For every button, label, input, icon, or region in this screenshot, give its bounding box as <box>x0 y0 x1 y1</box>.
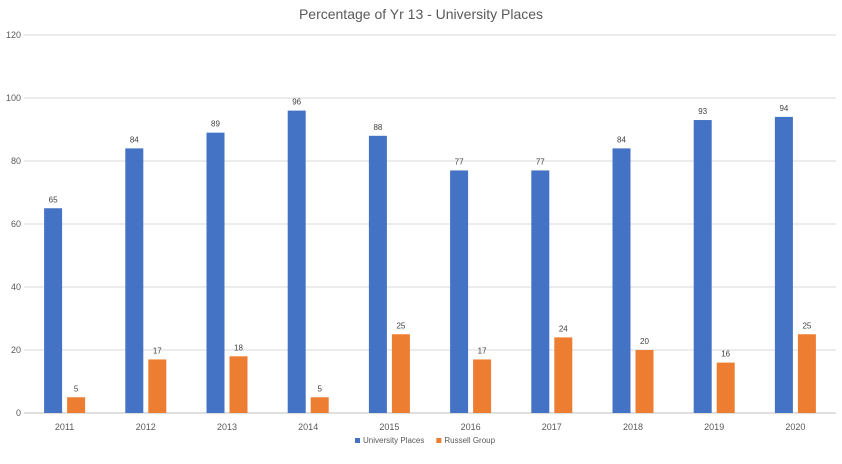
bar-university-places <box>693 120 712 414</box>
bar-russell-group <box>797 334 816 413</box>
x-tick-label: 2013 <box>217 422 237 432</box>
data-label: 65 <box>49 195 58 204</box>
legend-swatch <box>436 438 442 443</box>
bar-university-places <box>206 132 225 413</box>
y-tick-label: 80 <box>11 156 21 166</box>
y-tick-label: 60 <box>11 219 21 229</box>
legend-swatch <box>355 438 360 443</box>
x-tick-label: 2015 <box>379 422 399 432</box>
legend-label: University Places <box>363 436 424 445</box>
data-label: 96 <box>292 98 301 107</box>
bar-university-places <box>44 208 63 413</box>
data-label: 24 <box>559 324 568 333</box>
y-tick-label: 40 <box>11 282 21 292</box>
data-label: 16 <box>721 350 730 359</box>
data-label: 89 <box>211 120 220 129</box>
bar-russell-group <box>391 334 410 413</box>
x-tick-label: 2016 <box>461 422 481 432</box>
data-labels: 65 5 84 17 89 18 96 5 88 25 77 17 77 24 84 20 93 16 94 25 <box>49 98 812 394</box>
y-tick-label: 0 <box>16 408 21 418</box>
bar-university-places <box>287 110 306 413</box>
bar-russell-group <box>148 359 167 413</box>
bar-russell-group <box>67 397 86 413</box>
data-label: 84 <box>130 135 139 144</box>
data-label: 5 <box>74 384 79 393</box>
data-label: 77 <box>455 157 464 166</box>
bar-university-places <box>368 135 387 414</box>
bar-university-places <box>450 170 469 413</box>
legend: University Places Russell Group <box>355 436 496 445</box>
x-tick-label: 2012 <box>136 422 156 432</box>
x-tick-label: 2019 <box>704 422 724 432</box>
bar-russell-group <box>716 362 735 413</box>
y-tick-label: 20 <box>11 345 21 355</box>
y-tick-label: 120 <box>6 30 21 40</box>
data-label: 18 <box>234 343 243 352</box>
data-label: 93 <box>698 107 707 116</box>
chart-title: Percentage of Yr 13 - University Places <box>299 6 543 22</box>
data-label: 94 <box>779 104 788 113</box>
bar-russell-group <box>310 397 329 413</box>
bar-university-places <box>531 170 550 413</box>
data-label: 88 <box>373 123 382 132</box>
data-label: 25 <box>396 321 405 330</box>
data-label: 84 <box>617 135 626 144</box>
x-axis-ticks: 2011 2012 2013 2014 2015 2016 2017 2018 2019 2020 <box>55 422 805 432</box>
bar-russell-group <box>473 359 492 413</box>
y-tick-label: 100 <box>6 93 21 103</box>
data-label: 77 <box>536 157 545 166</box>
data-label: 25 <box>802 321 811 330</box>
data-label: 17 <box>478 346 487 355</box>
y-axis-ticks: 0 20 40 60 80 100 120 <box>6 30 21 418</box>
bars <box>44 110 816 414</box>
legend-label: Russell Group <box>444 436 495 445</box>
data-label: 5 <box>317 384 322 393</box>
x-tick-label: 2011 <box>55 422 74 432</box>
x-tick-label: 2014 <box>298 422 318 432</box>
data-label: 20 <box>640 337 649 346</box>
bar-russell-group <box>229 356 248 413</box>
bar-university-places <box>612 148 631 413</box>
data-label: 17 <box>153 346 162 355</box>
x-tick-label: 2017 <box>542 422 562 432</box>
bar-russell-group <box>635 350 654 413</box>
bar-russell-group <box>554 337 573 413</box>
x-tick-label: 2018 <box>623 422 643 432</box>
bar-university-places <box>774 116 793 414</box>
gridlines <box>24 34 836 414</box>
bar-university-places <box>125 148 144 413</box>
x-tick-label: 2020 <box>785 422 805 432</box>
